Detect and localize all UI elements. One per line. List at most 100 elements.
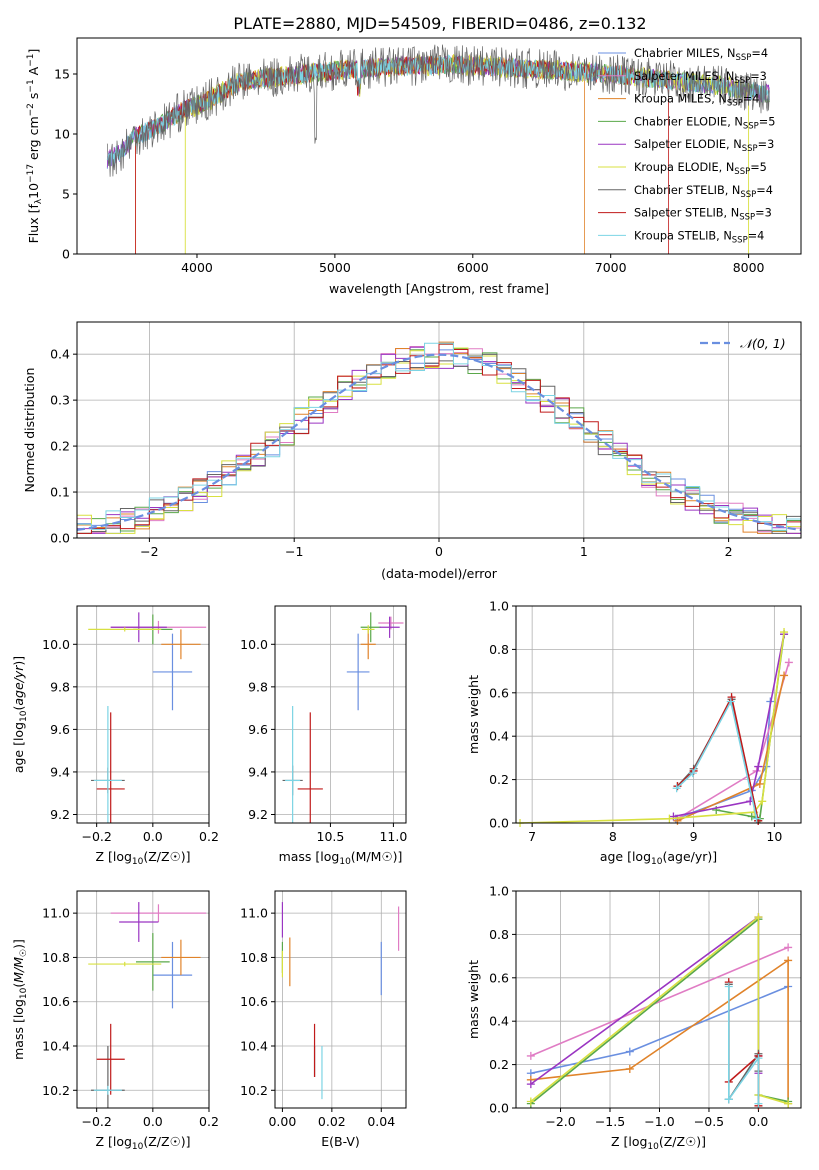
mass_vs_Z-ytick-label: 10.8 — [42, 950, 70, 965]
mass_vs_ebv-ytick-label: 10.6 — [240, 994, 268, 1009]
weight_vs_age-line — [676, 699, 758, 819]
residuals-ytick-label: 0.1 — [50, 485, 70, 500]
weight_vs_age-marker — [726, 697, 735, 706]
residuals-xtick-label: 2 — [725, 544, 733, 559]
weight_vs_Z-xtick-label: 0.0 — [749, 1114, 769, 1129]
age_vs_mass-ytick-label: 10.0 — [240, 637, 268, 652]
spectrum-xtick-label: 5000 — [319, 260, 351, 275]
weight_vs_age-line — [676, 694, 759, 821]
age_vs_Z-xlabel: Z [log10(Z/Z☉)] — [95, 849, 190, 867]
spectrum-legend-label: Chabrier STELIB, NSSP=4 — [634, 184, 773, 200]
age_vs_mass-xtick-label: 10.5 — [317, 829, 345, 844]
weight_vs_Z-ytick-label: 0.4 — [489, 1014, 509, 1029]
weight_vs_Z-marker — [526, 1051, 535, 1060]
age_vs_Z-ylabel: age [log10(age/yr)] — [11, 656, 29, 773]
weight_vs_Z-marker — [526, 1097, 535, 1106]
spectrum-line — [127, 55, 626, 254]
weight_vs_age-marker — [665, 814, 674, 823]
gaussian-curve — [76, 353, 802, 531]
mass_vs_ebv-points — [281, 902, 400, 1100]
age_vs_Z-ytick-label: 9.6 — [50, 722, 70, 737]
weight_vs_Z-xtick-label: −2.0 — [545, 1114, 575, 1129]
weight_vs_Z-marker — [784, 956, 793, 965]
spectrum-xlabel: wavelength [Angstrom, rest frame] — [329, 281, 549, 296]
weight_vs_Z-ytick-label: 0.2 — [489, 1057, 509, 1072]
spectrum-xtick-label: 6000 — [457, 260, 489, 275]
spectrum-line — [127, 55, 710, 254]
spectrum-legend-label: Kroupa STELIB, NSSP=4 — [634, 229, 764, 245]
weight_vs_Z-xlabel: Z [log10(Z/Z☉)] — [611, 1134, 706, 1152]
weight_vs_Z-frame — [515, 890, 802, 1109]
spectrum-legend-label: Kroupa ELODIE, NSSP=5 — [634, 161, 767, 177]
weight_vs_age-ytick-label: 0.8 — [489, 642, 509, 657]
weight_vs_Z-marker — [754, 1054, 763, 1063]
age_vs_mass-ytick-label: 9.2 — [248, 807, 268, 822]
weight_vs_age-marker — [784, 658, 793, 667]
mass_vs_Z-ytick-label: 10.6 — [42, 994, 70, 1009]
age_vs_mass-ytick-label: 9.6 — [248, 722, 268, 737]
residuals-legend-label: 𝒩(0, 1) — [740, 336, 786, 351]
weight_vs_age-marker — [755, 779, 764, 788]
weight_vs_Z-ytick-label: 0.6 — [489, 970, 509, 985]
mass_vs_ebv-ytick-label: 11.0 — [240, 906, 268, 921]
weight_vs_Z-line — [728, 984, 760, 1102]
mass_vs_Z-xlabel: Z [log10(Z/Z☉)] — [95, 1134, 190, 1152]
spectrum-legend-label: Salpeter ELODIE, NSSP=3 — [634, 138, 774, 154]
mass_vs_Z-points — [88, 902, 207, 1108]
figure-title: PLATE=2880, MJD=54509, FIBERID=0486, z=0… — [233, 14, 646, 33]
weight_vs_age-marker — [758, 797, 767, 806]
age_vs_Z-points — [88, 612, 207, 823]
residuals-ytick-label: 0.0 — [50, 531, 70, 546]
weight_vs_Z-line — [530, 946, 789, 1057]
weight_vs_Z-series — [526, 913, 793, 1110]
weight_vs_age-xtick-label: 7 — [528, 829, 536, 844]
age_vs_Z-xtick-label: 0.0 — [143, 829, 163, 844]
weight_vs_Z-marker — [754, 913, 763, 922]
spectrum-frame — [76, 37, 802, 255]
mass_vs_ebv-frame — [274, 890, 407, 1109]
weight_vs_Z-ytick-label: 0.0 — [489, 1101, 509, 1116]
residuals-ytick-label: 0.3 — [50, 393, 70, 408]
weight_vs_age-line — [673, 634, 785, 818]
weight_vs_age-ytick-label: 0.0 — [489, 816, 509, 831]
weight_vs_Z-marker — [625, 1047, 634, 1056]
weight_vs_Z-marker — [724, 982, 733, 991]
weight_vs_Z-line — [728, 986, 760, 1104]
spectrum-ylabel: Flux [fλ10−17 erg cm−2 s−1 A−1] — [26, 49, 44, 244]
spectrum-legend-label: Salpeter MILES, NSSP=3 — [634, 70, 767, 86]
age_vs_mass-ytick-label: 9.4 — [248, 764, 268, 779]
weight_vs_Z-marker — [784, 943, 793, 952]
weight_vs_Z-marker — [625, 1064, 634, 1073]
residuals-xlabel: (data-model)/error — [381, 566, 498, 581]
weight_vs_age-series — [516, 628, 793, 827]
weight_vs_Z-xtick-label: −1.5 — [595, 1114, 625, 1129]
spectrum-line — [106, 54, 770, 167]
weight_vs_Z-line — [530, 915, 789, 1105]
mass_vs_ebv-xtick-label: 0.04 — [367, 1114, 395, 1129]
residuals-xtick-label: 1 — [580, 544, 588, 559]
spectrum-ytick-label: 15 — [54, 67, 70, 82]
age_vs_mass-ytick-label: 9.8 — [248, 679, 268, 694]
weight_vs_age-marker — [727, 693, 736, 702]
weight_vs_age-marker — [754, 762, 763, 771]
spectrum-ytick-label: 10 — [54, 127, 70, 142]
weight_vs_age-ytick-label: 0.6 — [489, 685, 509, 700]
age_vs_mass-points — [282, 612, 404, 823]
residuals-xtick-label: 0 — [435, 544, 443, 559]
mass_vs_Z-ylabel: mass [log10(M/M☉)] — [11, 939, 29, 1060]
mass_vs_Z-xtick-label: 0.2 — [199, 1114, 219, 1129]
mass_vs_ebv-ytick-label: 10.8 — [240, 950, 268, 965]
residuals-ytick-label: 0.2 — [50, 439, 70, 454]
weight_vs_age-ytick-label: 1.0 — [489, 599, 509, 614]
residuals-frame — [76, 321, 802, 539]
weight_vs_age-marker — [672, 784, 681, 793]
age_vs_Z-xtick-label: −0.2 — [81, 829, 111, 844]
residuals-ylabel: Normed distribution — [22, 368, 37, 493]
age_vs_Z-ytick-label: 9.4 — [50, 764, 70, 779]
spectrum-legend-label: Chabrier ELODIE, NSSP=5 — [634, 115, 775, 131]
spectrum-xtick-label: 8000 — [733, 260, 765, 275]
spectrum-ytick-label: 0 — [62, 247, 70, 262]
weight_vs_Z-line — [530, 958, 789, 1104]
weight_vs_age-marker — [780, 628, 789, 637]
